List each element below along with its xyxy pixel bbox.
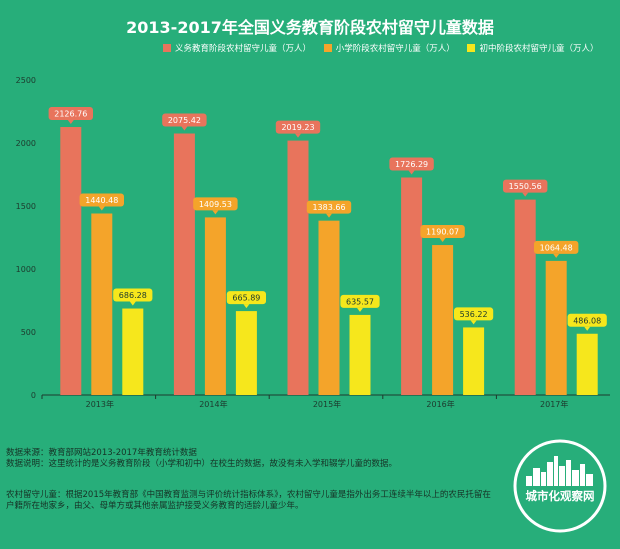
- legend-label-primary: 小学阶段农村留守儿童（万人）: [335, 44, 455, 54]
- source-line: 数据来源：教育部网站2013-2017年教育统计数据: [6, 448, 197, 458]
- bar: [514, 199, 536, 395]
- y-tick-label: 1500: [16, 202, 36, 211]
- y-tick-label: 0: [31, 391, 36, 400]
- value-label-pointer: [470, 320, 477, 325]
- x-tick-label: 2015年: [313, 399, 341, 409]
- value-label-pointer: [553, 253, 560, 258]
- value-label-pointer: [408, 170, 415, 175]
- legend-item-compulsory: 义务教育阶段农村留守儿童（万人）: [163, 42, 311, 54]
- value-label: 1550.56: [509, 182, 542, 191]
- bar: [122, 308, 144, 395]
- explanation-line: 数据说明：这里统计的是义务教育阶段（小学和初中）在校生的数据，故没有未入学和辍学…: [6, 459, 398, 469]
- value-label-bubble: [306, 200, 352, 214]
- x-tick-label: 2017年: [540, 399, 568, 409]
- bar-chart: 0 500 1000 1500 2000 2500 2013年 2126.76 1440.48 6…: [16, 76, 610, 409]
- legend-label-junior: 初中阶段农村留守儿童（万人）: [479, 44, 599, 54]
- value-label-pointer: [212, 210, 219, 215]
- value-label-pointer: [522, 192, 529, 197]
- x-tick-label: 2014年: [199, 399, 227, 409]
- site-logo: 城市化观察网: [512, 438, 608, 534]
- bar: [91, 213, 113, 395]
- bar: [545, 260, 567, 395]
- value-label-pointer: [295, 133, 301, 138]
- value-label-bubble: [389, 157, 434, 171]
- value-label-bubble: [226, 291, 266, 305]
- value-label: 1726.29: [395, 160, 428, 169]
- legend-label-compulsory: 义务教育阶段农村留守儿童（万人）: [175, 44, 312, 54]
- bar: [318, 220, 340, 395]
- y-tick-label: 2500: [16, 76, 36, 85]
- chart-title: 2013-2017年全国义务教育阶段农村留守儿童数据: [126, 18, 494, 37]
- value-label-bubble: [340, 294, 380, 308]
- bar: [60, 127, 82, 396]
- bar: [432, 245, 454, 395]
- value-label-bubble: [503, 179, 548, 193]
- value-label-bubble: [162, 113, 207, 127]
- value-label-pointer: [243, 304, 250, 309]
- legend-item-primary: 小学阶段农村留守儿童（万人）: [323, 42, 455, 54]
- notes-source: 数据来源：教育部网站2013-2017年教育统计数据 数据说明：这里统计的是义务…: [6, 448, 397, 470]
- value-label-pointer: [584, 326, 591, 331]
- value-label: 1064.48: [540, 243, 573, 252]
- value-label-bubble: [420, 225, 465, 239]
- value-label: 2019.23: [281, 123, 314, 132]
- bar: [173, 133, 195, 396]
- value-label: 2126.76: [54, 110, 87, 119]
- value-label-bubble: [79, 193, 124, 207]
- value-label: 486.08: [573, 316, 601, 325]
- value-label: 635.57: [346, 297, 374, 306]
- logo-text: 城市化观察网: [525, 489, 595, 503]
- value-label: 536.22: [460, 310, 488, 319]
- bar: [463, 327, 485, 395]
- value-label-bubble: [534, 240, 579, 254]
- value-label: 665.89: [232, 294, 260, 303]
- value-label-bubble: [275, 120, 321, 134]
- value-label-pointer: [181, 126, 188, 131]
- value-label: 1383.66: [312, 203, 345, 212]
- value-label-pointer: [67, 120, 74, 125]
- legend: 义务教育阶段农村留守儿童（万人） 小学阶段农村留守儿童（万人） 初中阶段农村留守…: [163, 42, 608, 55]
- bar: [401, 177, 423, 395]
- value-label: 1440.48: [85, 196, 118, 205]
- x-tick-label: 2013年: [86, 399, 114, 409]
- x-tick-label: 2016年: [426, 399, 454, 409]
- legend-item-junior: 初中阶段农村留守儿童（万人）: [467, 42, 598, 54]
- y-tick-label: 500: [21, 328, 36, 337]
- y-tick-label: 1000: [16, 265, 36, 274]
- value-label-bubble: [48, 107, 93, 121]
- legend-swatch-primary: [323, 44, 332, 52]
- value-label: 2075.42: [168, 116, 201, 125]
- value-label-bubble: [454, 307, 494, 321]
- city-skyline-icon: [513, 439, 607, 533]
- bar: [576, 333, 598, 395]
- value-label-pointer: [129, 301, 136, 306]
- definition-note: 农村留守儿童：根据2015年教育部《中国教育监测与评价统计指标体系》，农村留守儿…: [6, 490, 491, 511]
- value-label-pointer: [326, 213, 332, 218]
- value-label-pointer: [357, 307, 363, 312]
- value-label-bubble: [567, 313, 607, 327]
- value-label-pointer: [98, 206, 105, 211]
- value-label-bubble: [193, 197, 238, 211]
- bar: [287, 140, 309, 395]
- value-label: 1190.07: [426, 228, 459, 237]
- bar: [349, 314, 371, 395]
- bar: [204, 217, 226, 395]
- y-tick-label: 2000: [16, 139, 36, 148]
- value-label-pointer: [439, 238, 446, 243]
- value-label-bubble: [113, 288, 153, 302]
- legend-swatch-compulsory: [163, 44, 171, 52]
- value-label: 1409.53: [199, 200, 232, 209]
- value-label: 686.28: [119, 291, 147, 300]
- bar: [235, 311, 257, 395]
- legend-swatch-junior: [467, 44, 476, 52]
